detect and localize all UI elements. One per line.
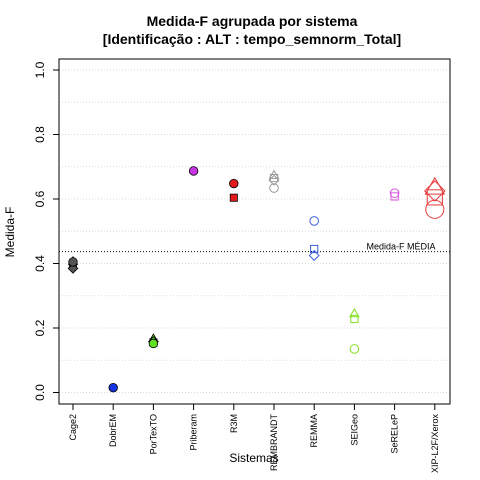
- reference-line-layer: Medida-F MÉDIA: [59, 242, 450, 253]
- y-axis: 0.0 0.2 0.4 0.6 0.8 1.0: [33, 61, 59, 401]
- point-remma-circle: [309, 216, 320, 226]
- point-dobrem-circle: [108, 382, 118, 393]
- y-tick-label-2: 0.4: [33, 255, 47, 272]
- x-tick-label-r3m: R3M: [229, 414, 239, 433]
- point-seigeo-triangle: [349, 307, 360, 318]
- x-tick-label-remma: REMMA: [309, 414, 319, 448]
- y-tick-label-3: 0.6: [33, 190, 47, 207]
- x-axis: Cage2 DobrEM PorTexTO Priberam R3M REMBRANDT R…: [68, 404, 440, 473]
- y-axis-label: Medida-F: [3, 207, 17, 258]
- point-serelep-square: [390, 192, 399, 201]
- point-seigeo-circle: [349, 344, 360, 354]
- x-tick-label-serelep: SeRELeP: [390, 414, 400, 454]
- point-remma-square: [310, 244, 319, 254]
- x-tick-label-priberam: Priberam: [189, 414, 199, 451]
- y-tick-label-1: 0.2: [33, 319, 47, 336]
- x-axis-label: Sistemas: [229, 451, 278, 465]
- y-tick-label-0: 0.0: [33, 384, 47, 401]
- x-tick-label-dobrem: DobrEM: [108, 414, 118, 447]
- x-tick-label-rembrandt: REMBRANDT: [269, 414, 279, 472]
- grid-layer: [59, 69, 450, 393]
- plot-frame: [58, 58, 451, 405]
- x-tick-label-portexto: PorTexTO: [148, 414, 158, 454]
- points-layer: [67, 166, 446, 393]
- point-r3m-square: [229, 193, 238, 202]
- point-priberam-circle: [188, 166, 199, 176]
- point-cage2-circle: [68, 257, 78, 267]
- point-rembrandt-diamond: [268, 174, 280, 186]
- point-xip-l2f-xerox-circle: [425, 199, 445, 219]
- point-seigeo-square: [350, 314, 359, 324]
- point-rembrandt-circle: [269, 183, 279, 193]
- y-tick-label-5: 1.0: [33, 61, 47, 78]
- point-xip-l2f-xerox-square: [426, 189, 443, 206]
- chart-title-line-1: Medida-F agrupada por sistema: [147, 13, 358, 29]
- point-rembrandt-square: [269, 173, 279, 183]
- x-tick-label-cage2: Cage2: [68, 414, 78, 441]
- x-tick-label-seigeo: SEIGeo: [349, 414, 359, 446]
- point-cage2-diamond: [67, 262, 79, 274]
- point-portexto-circle: [148, 338, 159, 349]
- mean-reference-label: Medida-F MÉDIA: [366, 242, 435, 252]
- point-xip-l2f-xerox-diamond: [424, 180, 446, 202]
- chart-title-line-2: [Identificação : ALT : tempo_semnorm_Tot…: [103, 31, 401, 47]
- y-tick-label-4: 0.8: [33, 126, 47, 143]
- point-r3m-circle: [229, 178, 239, 189]
- point-serelep-circle: [389, 188, 400, 198]
- point-remma-diamond: [308, 249, 320, 261]
- x-tick-label-xip-l2f-xerox: XIP-L2F/Xerox: [430, 414, 440, 474]
